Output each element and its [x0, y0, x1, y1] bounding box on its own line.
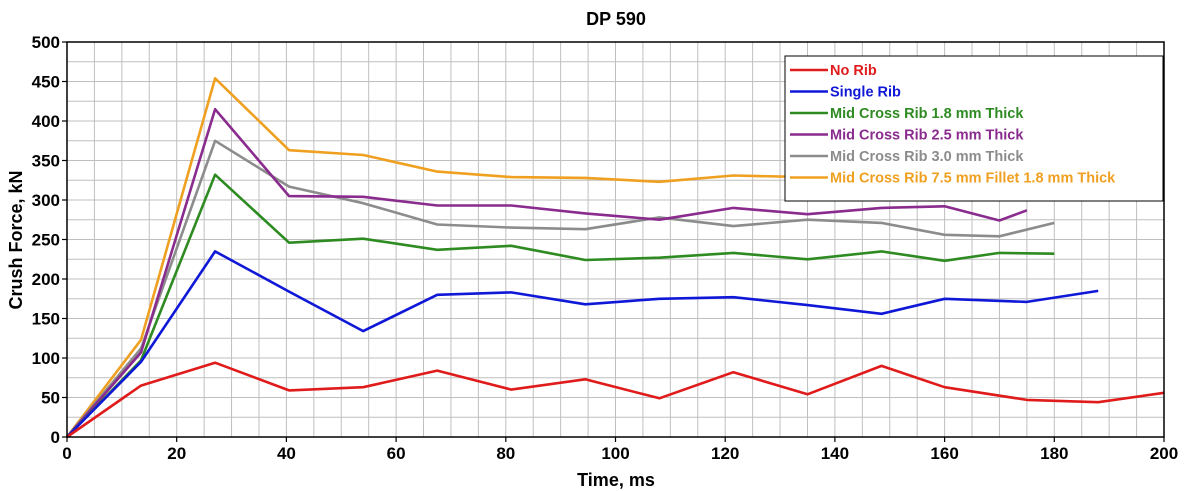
x-tick-label: 20 [167, 444, 186, 463]
series-line [66, 250, 1099, 438]
x-tick-label: 160 [930, 444, 958, 463]
chart-title: DP 590 [586, 9, 646, 29]
x-axis-ticks: 0 20 40 60 80 100 120 140 160 180 200 [62, 437, 1178, 463]
y-tick-label: 100 [32, 349, 60, 368]
series-lines [65, 77, 1165, 439]
x-tick-label: 120 [711, 444, 739, 463]
y-tick-label: 300 [32, 191, 60, 210]
y-axis-ticks: 0 50 100 150 200 250 300 350 400 450 500 [32, 33, 67, 447]
y-tick-label: 250 [32, 231, 60, 250]
x-tick-label: 40 [277, 444, 296, 463]
legend-label: Single Rib [830, 85, 901, 101]
series-line [66, 361, 1165, 439]
y-tick-label: 0 [51, 428, 60, 447]
y-tick-label: 150 [32, 310, 60, 329]
series-line [66, 173, 1055, 438]
legend-box [784, 55, 1164, 202]
x-tick-label: 180 [1040, 444, 1068, 463]
legend-label: Mid Cross Rib 7.5 mm Fillet 1.8 mm Thick [830, 171, 1116, 187]
y-axis-title: Crush Force, kN [6, 170, 26, 309]
series-line [66, 107, 1028, 438]
legend: No Rib Single Rib Mid Cross Rib 1.8 mm Thi… [784, 55, 1164, 202]
legend-label: No Rib [830, 63, 877, 79]
x-tick-label: 0 [62, 444, 71, 463]
y-tick-label: 200 [32, 270, 60, 289]
x-tick-label: 140 [821, 444, 849, 463]
x-axis-title: Time, ms [577, 470, 655, 490]
y-tick-label: 350 [32, 152, 60, 171]
legend-label: Mid Cross Rib 1.8 mm Thick [830, 106, 1024, 122]
y-tick-label: 50 [41, 389, 60, 408]
legend-label: Mid Cross Rib 2.5 mm Thick [830, 128, 1024, 144]
x-tick-label: 100 [601, 444, 629, 463]
series-line [65, 77, 882, 438]
y-tick-label: 450 [32, 73, 60, 92]
x-tick-label: 200 [1150, 444, 1178, 463]
y-tick-label: 400 [32, 112, 60, 131]
x-tick-label: 80 [496, 444, 515, 463]
x-tick-label: 60 [387, 444, 406, 463]
series-line [66, 139, 1055, 438]
legend-label: Mid Cross Rib 3.0 mm Thick [830, 149, 1024, 165]
y-tick-label: 500 [32, 33, 60, 52]
